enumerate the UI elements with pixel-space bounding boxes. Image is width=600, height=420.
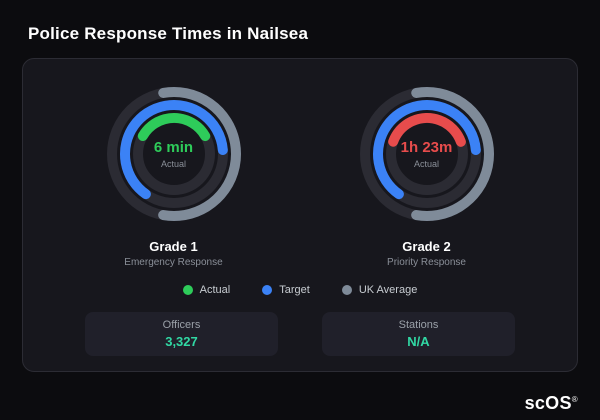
gauge-grade-1-rings: 6 min Actual xyxy=(99,79,249,229)
stat-stations-label: Stations xyxy=(398,319,439,331)
stat-officers-label: Officers xyxy=(162,319,201,331)
gauge-grade-1-subtitle: Emergency Response xyxy=(124,257,223,268)
legend-item-target[interactable]: Target xyxy=(262,284,310,296)
stats-row: Officers 3,327 Stations N/A xyxy=(85,312,515,356)
stat-stations-value: N/A xyxy=(407,334,430,349)
gauge-grade-1-center: 6 min Actual xyxy=(99,79,249,229)
legend-label-uk-average: UK Average xyxy=(358,284,418,296)
gauge-grade-2: 1h 23m Actual Grade 2 Priority Response xyxy=(300,79,553,268)
gauge-rings-svg xyxy=(359,87,494,221)
gauge-grade-2-rings: 1h 23m Actual xyxy=(352,79,502,229)
gauge-grade-2-actual-value: 1h 23m xyxy=(400,139,453,156)
response-times-card: 6 min Actual Grade 1 Emergency Response … xyxy=(22,58,578,372)
gauge-grade-2-actual-label: Actual xyxy=(413,159,439,169)
gauge-grade-1-actual-value: 6 min xyxy=(153,139,194,156)
stat-officers: Officers 3,327 xyxy=(85,312,278,356)
gauge-grade-1-actual-label: Actual xyxy=(160,159,186,169)
registered-mark-icon: ® xyxy=(571,395,578,404)
scos-logo: scOS® xyxy=(525,393,578,414)
legend: Actual Target UK Average xyxy=(47,284,553,296)
page-title: Police Response Times in Nailsea xyxy=(28,24,309,43)
uk-average-dot-icon xyxy=(341,285,352,295)
legend-item-uk-average[interactable]: UK Average xyxy=(341,284,418,296)
gauge-grade-1-title: Grade 1 xyxy=(149,239,198,254)
ring-actual xyxy=(132,113,215,195)
stat-stations: Stations N/A xyxy=(322,312,515,356)
actual-dot-icon xyxy=(182,285,193,295)
scos-logo-text: scOS xyxy=(524,393,572,413)
ring-target xyxy=(372,100,481,208)
gauge-grade-2-title: Grade 2 xyxy=(402,239,451,254)
legend-label-actual: Actual xyxy=(199,284,231,296)
ring-actual xyxy=(385,113,468,195)
ring-uk-average xyxy=(106,87,241,221)
gauges-row: 6 min Actual Grade 1 Emergency Response … xyxy=(47,79,553,268)
gauge-grade-1: 6 min Actual Grade 1 Emergency Response xyxy=(47,79,300,268)
ring-uk-average xyxy=(359,87,494,221)
gauge-rings-svg xyxy=(106,87,241,221)
target-dot-icon xyxy=(262,285,273,295)
legend-item-actual[interactable]: Actual xyxy=(182,284,231,296)
gauge-grade-2-center: 1h 23m Actual xyxy=(352,79,502,229)
ring-target xyxy=(119,100,228,208)
stat-officers-value: 3,327 xyxy=(165,334,198,349)
gauge-grade-2-subtitle: Priority Response xyxy=(387,257,466,268)
legend-label-target: Target xyxy=(279,284,310,296)
